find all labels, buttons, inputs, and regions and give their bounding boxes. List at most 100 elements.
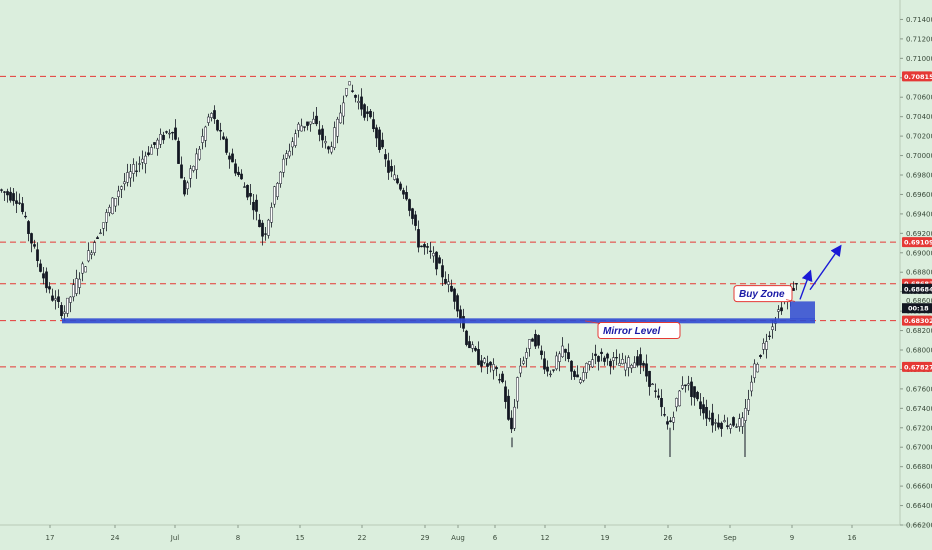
bearish-candle xyxy=(732,417,735,426)
bullish-candle xyxy=(687,383,690,386)
bullish-candle xyxy=(111,197,114,215)
bullish-candle xyxy=(108,206,111,213)
bearish-candle xyxy=(18,202,21,204)
bearish-candle xyxy=(459,309,462,320)
bearish-candle xyxy=(219,129,222,132)
bearish-candle xyxy=(531,338,534,342)
bearish-candle xyxy=(573,371,576,377)
bearish-candle xyxy=(174,127,177,140)
bullish-candle xyxy=(483,358,486,363)
bearish-candle xyxy=(366,111,369,114)
bearish-candle xyxy=(381,139,384,148)
bearish-candle xyxy=(636,356,639,366)
bearish-candle xyxy=(60,305,63,317)
bullish-candle xyxy=(195,153,198,170)
bearish-candle xyxy=(231,153,234,163)
bearish-candle xyxy=(546,366,549,372)
bearish-candle xyxy=(213,110,216,119)
bearish-candle xyxy=(240,173,243,180)
bullish-candle xyxy=(120,186,123,190)
bearish-candle xyxy=(360,96,363,110)
bearish-candle xyxy=(57,296,60,302)
buy-zone-pointer xyxy=(785,299,796,302)
bullish-candle xyxy=(150,147,153,155)
x-tick-label: 9 xyxy=(790,534,794,542)
bearish-candle xyxy=(237,171,240,175)
bearish-candle xyxy=(246,185,249,198)
bearish-candle xyxy=(429,250,432,253)
bullish-candle xyxy=(723,420,726,423)
price-badge-label: 0.68302 xyxy=(904,317,932,325)
price-badge xyxy=(902,315,932,326)
bearish-candle xyxy=(9,191,12,201)
current-price-label: 0.68684 xyxy=(904,285,932,293)
bullish-candle xyxy=(132,164,135,174)
bearish-candle xyxy=(435,251,438,270)
bearish-candle xyxy=(354,94,357,98)
bearish-candle xyxy=(576,374,579,378)
bearish-candle xyxy=(384,154,387,160)
bullish-candle xyxy=(291,141,294,148)
bearish-candle xyxy=(726,425,729,427)
countdown-badge xyxy=(902,303,932,314)
bearish-candle xyxy=(564,348,567,353)
bullish-candle xyxy=(492,364,495,371)
bearish-candle xyxy=(645,363,648,377)
bearish-candle xyxy=(654,390,657,392)
bullish-candle xyxy=(633,362,636,368)
countdown-label: 00:18 xyxy=(908,305,929,313)
bearish-candle xyxy=(225,138,228,153)
x-tick-label: 15 xyxy=(296,534,305,542)
x-tick-label: 19 xyxy=(601,534,610,542)
bearish-candle xyxy=(438,257,441,264)
bullish-candle xyxy=(756,364,759,373)
bearish-candle xyxy=(135,170,138,172)
bullish-candle xyxy=(519,365,522,374)
bearish-candle xyxy=(441,265,444,278)
bearish-candle xyxy=(780,307,783,312)
bullish-candle xyxy=(168,132,171,135)
bullish-candle xyxy=(276,183,279,197)
bearish-candle xyxy=(609,360,612,367)
bullish-candle xyxy=(471,344,474,349)
bullish-candle xyxy=(681,385,684,389)
bearish-candle xyxy=(666,421,669,425)
bullish-candle xyxy=(585,363,588,373)
bearish-candle xyxy=(228,155,231,160)
bullish-candle xyxy=(294,133,297,146)
bearish-candle xyxy=(711,412,714,426)
bearish-candle xyxy=(456,295,459,312)
bearish-candle xyxy=(510,417,513,430)
bearish-candle xyxy=(402,190,405,195)
bearish-candle xyxy=(474,347,477,351)
bearish-candle xyxy=(504,386,507,402)
bearish-candle xyxy=(594,353,597,356)
bearish-candle xyxy=(615,357,618,359)
bearish-candle xyxy=(408,199,411,211)
bullish-candle xyxy=(81,263,84,274)
bearish-candle xyxy=(669,420,672,422)
bearish-candle xyxy=(234,163,237,174)
bearish-candle xyxy=(216,119,219,131)
bullish-candle xyxy=(87,250,90,262)
bullish-candle xyxy=(771,326,774,330)
bearish-candle xyxy=(444,278,447,284)
bullish-candle xyxy=(345,88,348,96)
bullish-candle xyxy=(522,360,525,364)
bearish-candle xyxy=(534,334,537,347)
bearish-candle xyxy=(597,356,600,362)
bearish-candle xyxy=(261,222,264,237)
bearish-candle xyxy=(315,115,318,125)
bullish-candle xyxy=(528,339,531,349)
bearish-candle xyxy=(552,369,555,371)
bullish-candle xyxy=(84,266,87,273)
bearish-candle xyxy=(498,379,501,381)
x-tick-label: 26 xyxy=(664,534,673,542)
